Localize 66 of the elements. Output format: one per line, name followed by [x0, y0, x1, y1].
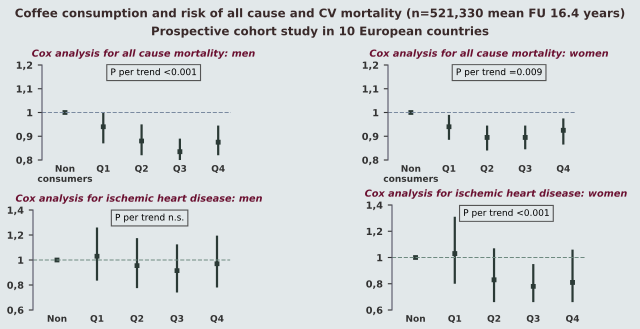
x-tick-label: Q3: [526, 315, 540, 324]
x-tick-label: Non: [48, 315, 66, 322]
text: Coffee consumption and risk of all cause and CV mortality (n=521,330 mean FU 16.4 years): [15, 8, 624, 20]
y-tick-label: 1,2: [366, 228, 382, 236]
chart-title: Cox analysis for all cause mortality: men: [32, 49, 255, 59]
x-tick-label: Non consumers: [384, 165, 438, 182]
y-tick-label: 1,2: [16, 61, 32, 70]
point: [484, 135, 490, 140]
point: [530, 284, 536, 289]
x-tick-label: Q1: [96, 165, 110, 174]
point: [139, 138, 144, 144]
y-tick-label: 0,9: [362, 132, 378, 142]
x-tick-label: Q1: [442, 165, 456, 174]
chart-title: Cox analysis for ischemic heart disease: men: [16, 194, 262, 204]
x-tick-label: Q1: [90, 315, 104, 324]
x-tick-label: Q4: [556, 165, 570, 174]
y-tick-label: 0,8: [366, 280, 382, 289]
x-tick-label: Non consumers: [38, 165, 92, 182]
y-tick-label: 1,4: [366, 202, 383, 210]
point: [522, 135, 528, 140]
y-tick-label: 0,6: [366, 306, 382, 316]
point: [177, 149, 182, 154]
x-tick-label: Q1: [448, 315, 462, 324]
annotation: P per trend <0.001: [464, 209, 549, 218]
point: [94, 254, 100, 259]
y-tick-label: 0,9: [16, 132, 32, 142]
y-tick-label: 0,8: [16, 156, 32, 166]
y-tick-label: 1: [377, 254, 382, 262]
point: [174, 268, 180, 274]
y-tick-label: 1,1: [362, 85, 378, 94]
y-tick-label: 0,6: [7, 306, 24, 316]
x-tick-label: Non: [406, 315, 425, 322]
point: [100, 124, 106, 130]
y-tick-label: 1: [18, 256, 24, 264]
y-tick-label: 1,1: [16, 85, 32, 94]
y-tick-label: 0,8: [362, 156, 378, 166]
x-tick-label: Q2: [488, 315, 500, 324]
point: [214, 261, 220, 266]
x-tick-label: Q2: [130, 315, 144, 324]
x-tick-label: Q2: [480, 165, 494, 174]
point: [216, 140, 221, 145]
x-tick-label: Q3: [518, 165, 532, 174]
text: Prospective cohort study in 10 European countries: [152, 26, 488, 38]
x-tick-label: Q2: [135, 165, 148, 174]
point: [570, 280, 575, 285]
chart-title: Cox analysis for ischemic heart disease: women: [365, 189, 627, 199]
point: [134, 263, 140, 268]
point: [446, 124, 452, 130]
annotation: P per trend <0.001: [111, 68, 196, 77]
point: [492, 277, 496, 282]
x-tick-label: Q4: [566, 315, 580, 324]
y-tick-label: 1,2: [8, 231, 24, 240]
point: [452, 251, 458, 256]
y-tick-label: 1: [373, 109, 378, 116]
y-tick-label: 1,2: [362, 61, 378, 70]
x-tick-label: Q4: [210, 315, 224, 324]
x-tick-label: Q3: [173, 165, 186, 174]
y-tick-label: 1: [27, 109, 32, 116]
y-tick-label: 1,4: [8, 206, 24, 216]
annotation: P per trend =0.009: [456, 68, 542, 77]
x-tick-label: Q4: [212, 165, 225, 174]
annotation: P per trend n.s.: [116, 214, 184, 222]
chart-title: Cox analysis for all cause mortality: women: [370, 49, 608, 59]
y-tick-label: 0,8: [7, 281, 24, 290]
x-tick-label: Q3: [170, 315, 184, 324]
point: [560, 128, 566, 133]
